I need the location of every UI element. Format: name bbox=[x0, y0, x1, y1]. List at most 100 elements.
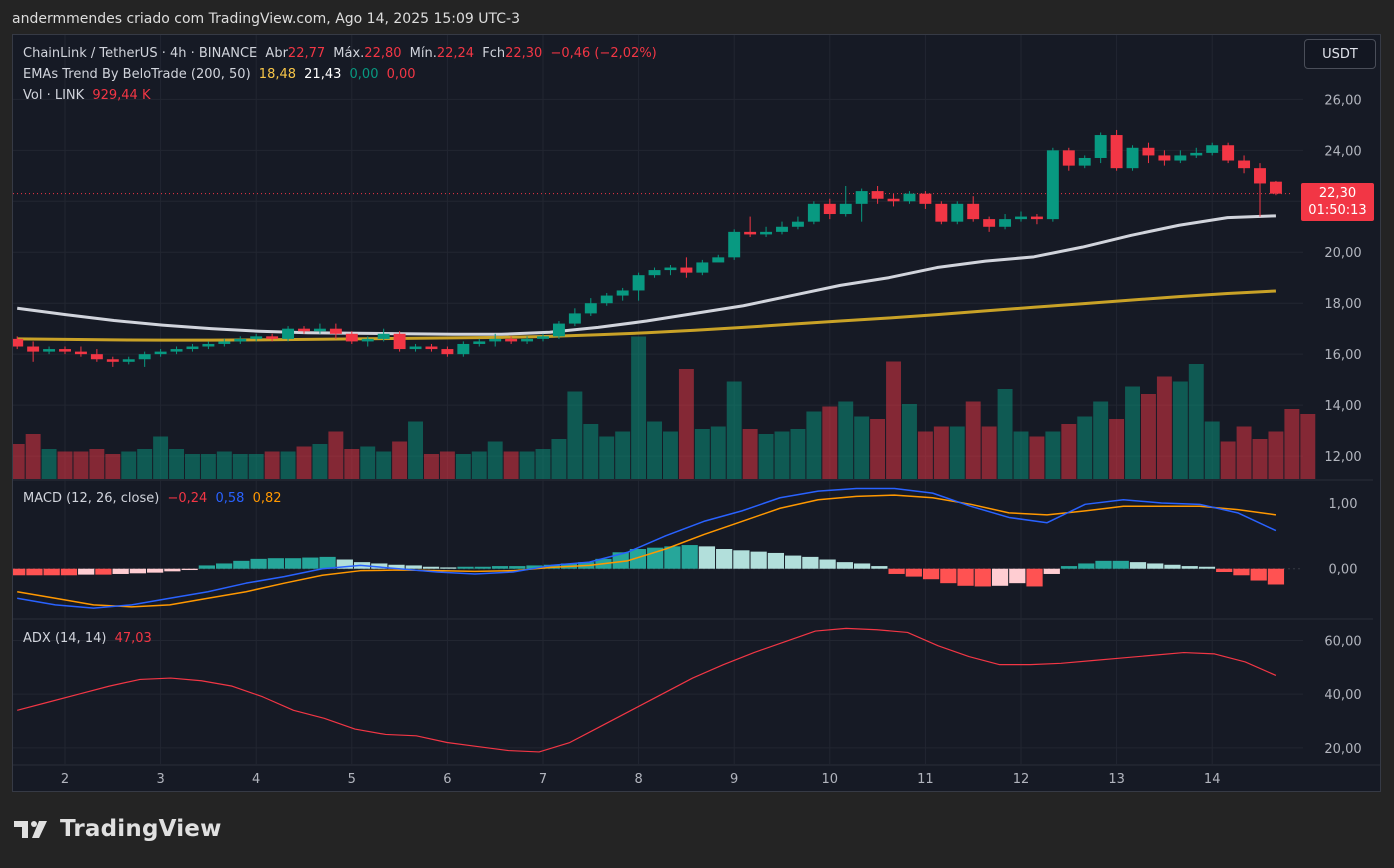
candle-body bbox=[282, 328, 295, 339]
price-axis-label: 12,00 bbox=[1324, 450, 1361, 465]
volume-bar bbox=[1284, 409, 1300, 479]
candle-body bbox=[776, 226, 788, 232]
candle-body bbox=[441, 349, 454, 355]
candle-body bbox=[616, 290, 629, 296]
macd-histogram-bar bbox=[802, 556, 819, 569]
candle-body bbox=[807, 203, 820, 222]
volume-bar bbox=[1172, 381, 1188, 479]
chart-canvas[interactable]: 2 3 4 5 6 7 8 9 10 11 12 13 14 12,00 14,00 16,00 18,00 20… bbox=[13, 35, 1380, 791]
volume-bar bbox=[57, 451, 73, 479]
volume-bar bbox=[1109, 419, 1125, 479]
macd-histogram-bar bbox=[974, 568, 991, 587]
candle-body bbox=[186, 346, 199, 350]
candle-body bbox=[59, 349, 71, 352]
volume-bar bbox=[25, 434, 41, 479]
price-axis-label: 18,00 bbox=[1324, 297, 1361, 312]
volume-bar bbox=[1156, 376, 1172, 479]
candle-body bbox=[1238, 160, 1251, 169]
macd-histogram-bar bbox=[43, 568, 60, 576]
volume-bar bbox=[73, 451, 89, 479]
candle-body bbox=[361, 338, 374, 342]
macd-histogram-bar bbox=[819, 559, 836, 569]
volume-indicator-name[interactable]: Vol · LINK bbox=[23, 88, 85, 103]
volume-bar bbox=[1252, 439, 1268, 479]
volume-bar bbox=[471, 451, 487, 479]
volume-bar bbox=[185, 454, 200, 479]
volume-bar bbox=[631, 336, 647, 479]
macd-histogram-bar bbox=[215, 563, 233, 569]
ema-200-line bbox=[17, 289, 1277, 342]
candle-body bbox=[648, 270, 661, 276]
macd-axis-label: 0,00 bbox=[1329, 563, 1358, 578]
candle-body bbox=[1206, 145, 1219, 153]
volume-bar bbox=[1141, 394, 1156, 479]
macd-histogram-bar bbox=[1147, 563, 1164, 569]
candle-body bbox=[473, 341, 486, 344]
candle-body bbox=[1269, 181, 1282, 194]
adx-axis-label: 40,00 bbox=[1324, 688, 1361, 703]
macd-histogram-bar bbox=[767, 552, 785, 569]
macd-histogram-bar bbox=[147, 568, 164, 573]
macd-indicator-name[interactable]: MACD (12, 26, close) bbox=[23, 491, 160, 506]
macd-histogram-bar bbox=[1198, 566, 1216, 569]
volume-bar bbox=[13, 444, 25, 479]
ema-value-1: 18,48 bbox=[258, 67, 297, 82]
currency-button[interactable]: USDT bbox=[1304, 39, 1376, 69]
volume-bar bbox=[870, 419, 886, 479]
macd-histogram-bar bbox=[1267, 568, 1285, 585]
macd-line-value: 0,58 bbox=[215, 491, 245, 506]
volume-bar bbox=[822, 406, 838, 479]
candle-body bbox=[712, 257, 725, 263]
macd-histogram-bar bbox=[940, 568, 957, 584]
candle-body bbox=[1110, 135, 1123, 169]
candle-body bbox=[935, 203, 948, 222]
macd-histogram-bar bbox=[1250, 568, 1267, 581]
open-value: 22,77 bbox=[287, 46, 326, 61]
ema-indicator-name[interactable]: EMAs Trend By BeloTrade (200, 50) bbox=[23, 67, 251, 82]
candle-body bbox=[1158, 155, 1171, 161]
price-axis-label: 24,00 bbox=[1324, 144, 1361, 159]
volume-bar bbox=[232, 454, 248, 479]
volume-bar bbox=[1204, 421, 1220, 479]
brand[interactable]: TradingView bbox=[14, 816, 222, 842]
volume-bar bbox=[1220, 441, 1236, 479]
candle-body bbox=[999, 219, 1012, 227]
last-price-value: 22,30 bbox=[1318, 186, 1357, 201]
candle-body bbox=[122, 359, 135, 362]
macd-histogram-bar bbox=[422, 566, 440, 569]
macd-histogram-bar bbox=[1095, 560, 1112, 569]
price-axis-label: 14,00 bbox=[1324, 399, 1361, 414]
macd-histogram-bar bbox=[888, 568, 905, 574]
volume-bar bbox=[965, 401, 981, 479]
volume-bar bbox=[678, 369, 694, 479]
time-axis-label: 6 bbox=[443, 772, 451, 787]
symbol-label[interactable]: ChainLink / TetherUS · 4h · BINANCE bbox=[23, 46, 258, 61]
volume-bar bbox=[137, 449, 153, 479]
candle-body bbox=[425, 346, 438, 350]
candle-body bbox=[887, 198, 900, 202]
candle-body bbox=[457, 343, 470, 355]
volume-bar bbox=[1125, 386, 1140, 479]
candle-body bbox=[234, 338, 247, 342]
volume-bar bbox=[424, 454, 439, 479]
time-axis-label: 4 bbox=[252, 772, 260, 787]
price-axis-label: 20,00 bbox=[1324, 246, 1361, 261]
candle-body bbox=[505, 338, 518, 342]
candle-body bbox=[13, 338, 24, 347]
adx-indicator-name[interactable]: ADX (14, 14) bbox=[23, 631, 107, 646]
low-value: 22,24 bbox=[436, 46, 475, 61]
candle-body bbox=[74, 351, 87, 355]
chart-frame[interactable]: 2 3 4 5 6 7 8 9 10 11 12 13 14 12,00 14,00 16,00 18,00 20… bbox=[12, 34, 1381, 792]
macd-line bbox=[17, 487, 1277, 609]
macd-histogram-bar bbox=[733, 550, 750, 569]
macd-histogram-bar bbox=[922, 568, 940, 580]
time-axis-label: 10 bbox=[822, 772, 839, 787]
close-value: 22,30 bbox=[505, 46, 543, 61]
candle-body bbox=[919, 193, 932, 204]
volume-bar bbox=[886, 361, 901, 479]
candle-body bbox=[393, 333, 406, 350]
volume-bar bbox=[838, 401, 854, 479]
macd-hist-value: −0,24 bbox=[167, 491, 208, 506]
macd-axis-label: 1,00 bbox=[1329, 497, 1358, 512]
candle-body bbox=[345, 333, 358, 342]
